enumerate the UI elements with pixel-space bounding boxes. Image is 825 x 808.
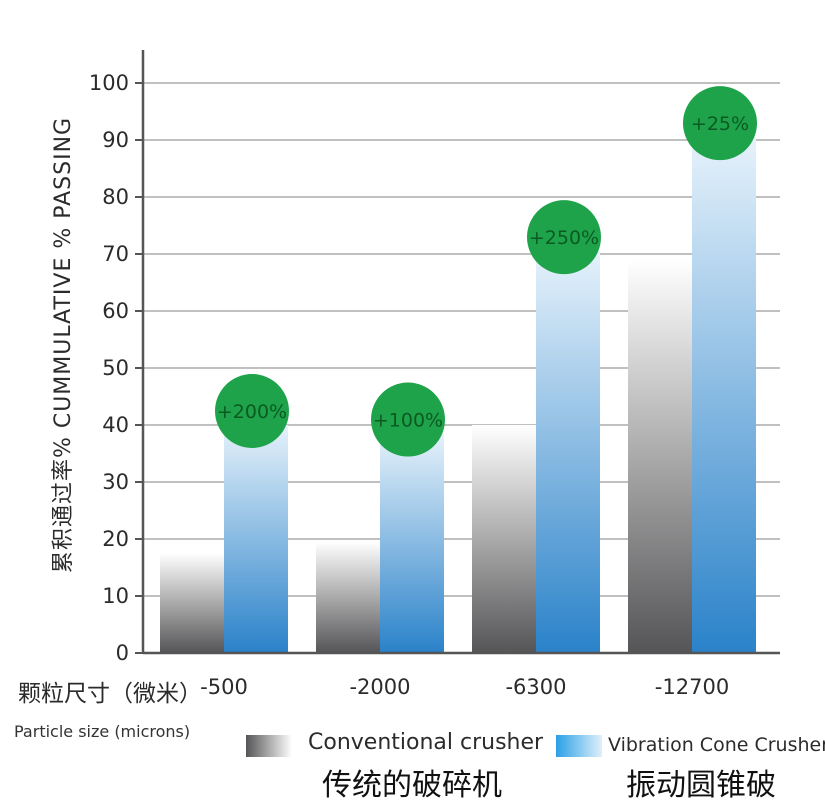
bar-conventional xyxy=(316,541,380,653)
legend-label-vibration-cn: 振动圆锥破 xyxy=(626,768,776,803)
legend-swatch-conventional xyxy=(246,735,292,757)
increase-badge-label: +100% xyxy=(373,410,443,432)
y-tick-label: 0 xyxy=(116,641,129,665)
legend-label-vibration: Vibration Cone Crusher xyxy=(608,734,825,756)
bar-vibration xyxy=(224,425,288,653)
y-tick-label: 10 xyxy=(102,584,129,608)
x-tick-label: -6300 xyxy=(505,675,566,699)
y-tick-label: 90 xyxy=(102,128,129,152)
increase-badge xyxy=(371,382,445,457)
legend-swatch-vibration xyxy=(556,735,602,757)
y-tick-label: 100 xyxy=(89,71,129,95)
bar-conventional xyxy=(160,553,224,653)
y-tick-label: 60 xyxy=(102,299,129,323)
legend-label-conventional: Conventional crusher xyxy=(308,730,544,755)
bar-vibration xyxy=(380,433,444,653)
x-tick-label: -500 xyxy=(200,675,248,699)
bars xyxy=(160,137,756,653)
x-axis-label-en: Particle size (microns) xyxy=(14,722,191,741)
annotations: +200% +100% +250% +25% xyxy=(215,86,757,457)
y-tick-label: 30 xyxy=(102,470,129,494)
increase-badge-label: +25% xyxy=(691,113,749,135)
increase-badge-label: +250% xyxy=(529,227,599,249)
bar-vibration xyxy=(692,137,756,653)
x-tick-label: -2000 xyxy=(349,675,410,699)
axes: 0 10 20 30 40 50 60 70 80 90 100 -500 -2000 -6300 -127… xyxy=(89,50,780,699)
bar-conventional xyxy=(628,259,692,653)
x-axis-label-cn: 颗粒尺寸（微米） xyxy=(18,681,202,707)
y-tick-label: 20 xyxy=(102,527,129,551)
increase-badge xyxy=(683,86,757,161)
increase-badge-label: +200% xyxy=(217,401,287,423)
legend-label-conventional-cn: 传统的破碎机 xyxy=(322,768,502,803)
bar-vibration xyxy=(536,251,600,653)
increase-badge xyxy=(527,200,601,275)
y-tick-label: 40 xyxy=(102,413,129,437)
y-tick-label: 70 xyxy=(102,242,129,266)
increase-badge xyxy=(215,374,289,448)
y-tick-label: 80 xyxy=(102,185,129,209)
x-tick-label: -12700 xyxy=(655,675,729,699)
y-tick-label: 50 xyxy=(102,356,129,380)
bar-conventional xyxy=(472,425,536,653)
y-axis-label: 累积通过率% CUMMULATIVE % PASSING xyxy=(51,117,76,573)
